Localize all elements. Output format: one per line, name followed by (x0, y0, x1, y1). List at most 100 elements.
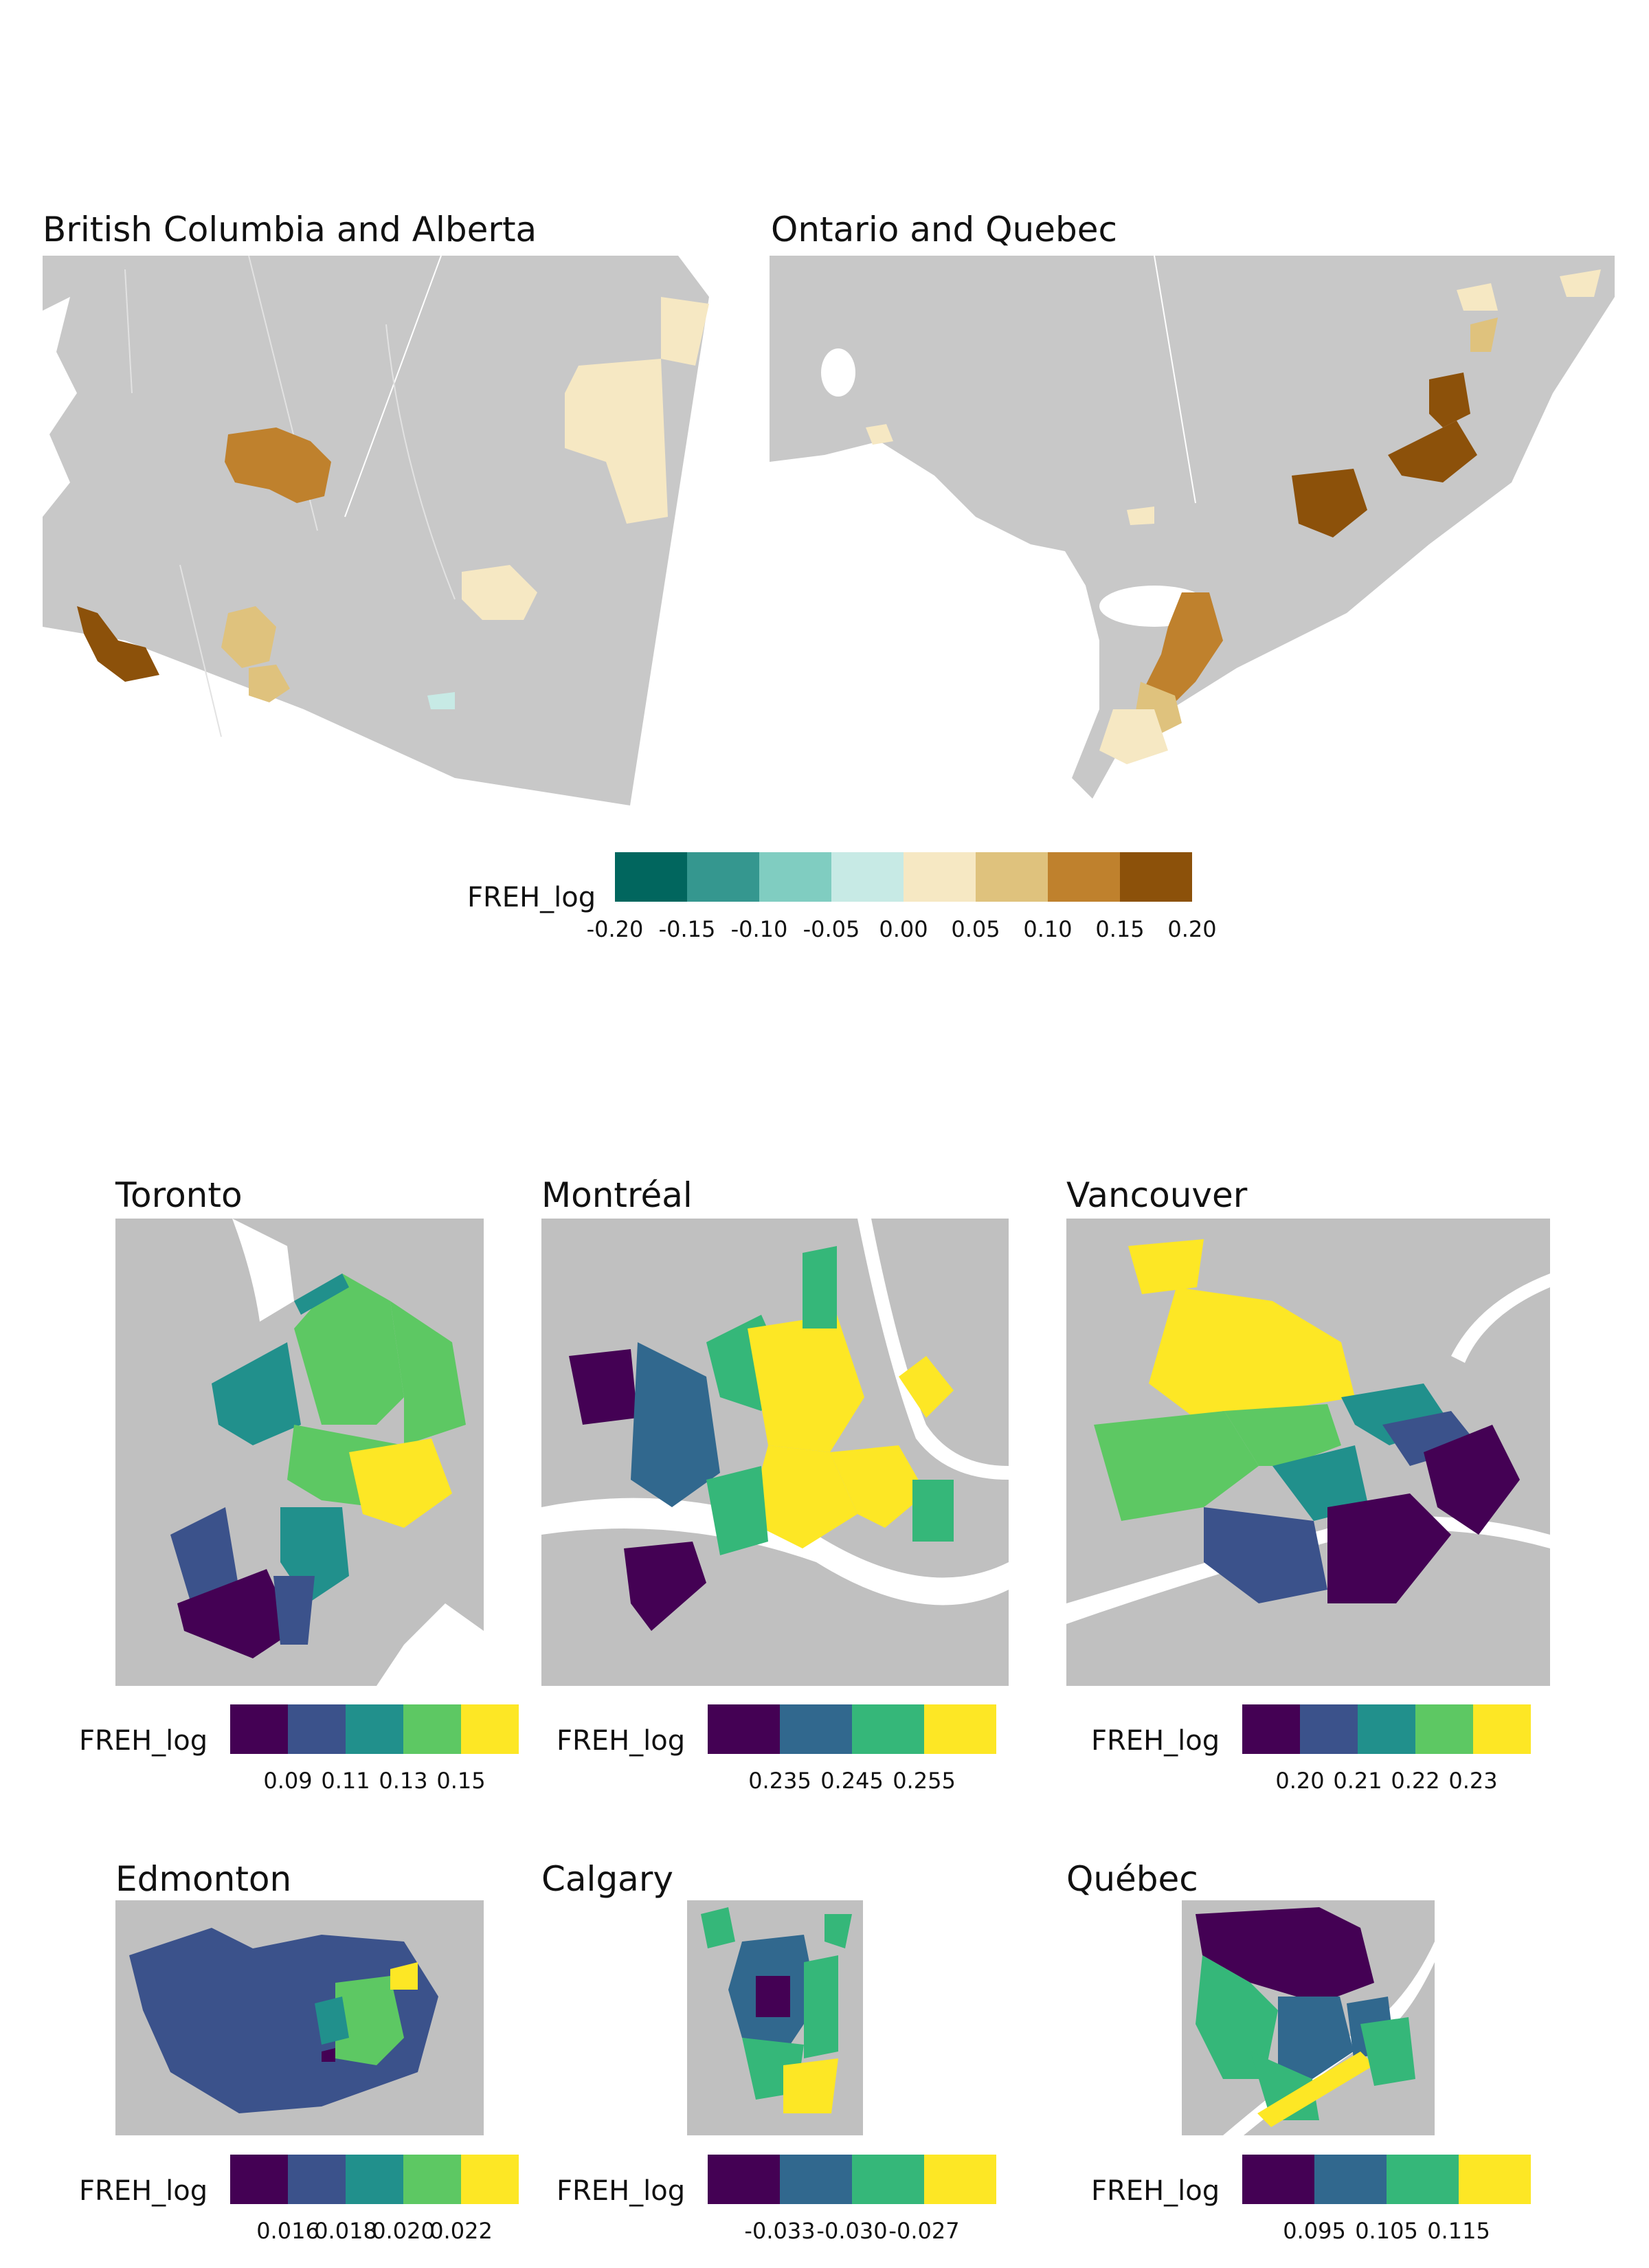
city-legend-swatch (1387, 2155, 1459, 2204)
city-legend-swatch (924, 2155, 996, 2204)
city-title-toronto: Toronto (115, 1175, 243, 1215)
city-legend-tick: 0.018 (314, 2218, 377, 2244)
city-legend-tick: 0.022 (429, 2218, 493, 2244)
city-title-montreal: Montréal (541, 1175, 693, 1215)
city-legend-tick: 0.245 (820, 1768, 884, 1794)
city-legend-tick: 0.09 (263, 1768, 313, 1794)
city-legend-swatch (403, 1704, 461, 1754)
city-map-quebec (1182, 1900, 1435, 2135)
city-legend-tick: 0.23 (1448, 1768, 1498, 1794)
city-legend-swatch (230, 2155, 288, 2204)
city-legend-swatch (1314, 2155, 1387, 2204)
region-fill (565, 359, 668, 524)
city-map-shapes (115, 1900, 484, 2135)
region-legend-swatch (1048, 852, 1120, 902)
city-title-edmonton: Edmonton (115, 1859, 292, 1899)
city-legend-tick: 0.016 (256, 2218, 319, 2244)
region-fill (866, 424, 893, 445)
city-legend-title: FREH_log (557, 2175, 686, 2207)
region-legend-tick: 0.00 (879, 916, 928, 942)
city-legend-tick: -0.033 (744, 2218, 816, 2244)
city-legend-swatch (1358, 1704, 1415, 1754)
city-legend-swatch (230, 1704, 288, 1754)
region-legend-tick: -0.10 (730, 916, 788, 942)
city-legend-title: FREH_log (1091, 1725, 1220, 1757)
city-map-calgary (687, 1900, 863, 2135)
city-legend-colorbar (1242, 2155, 1531, 2204)
city-legend-tick: 0.235 (748, 1768, 811, 1794)
city-legend-swatch (1415, 1704, 1473, 1754)
region-legend-colorbar (615, 852, 1192, 902)
ontario-quebec-landmass (770, 256, 1615, 799)
city-legend-swatch (780, 1704, 852, 1754)
city-legend-tick: 0.115 (1427, 2218, 1490, 2244)
region-legend-swatch (759, 852, 831, 902)
region-fill (462, 565, 537, 620)
region-legend-swatch (615, 852, 687, 902)
city-legend-tick: 0.22 (1391, 1768, 1440, 1794)
city-title-quebec: Québec (1066, 1859, 1198, 1899)
city-map-vancouver (1066, 1219, 1550, 1686)
region-legend-title: FREH_log (467, 882, 596, 913)
city-legend-swatch (1300, 1704, 1358, 1754)
city-map-shapes (541, 1219, 1009, 1686)
city-map-shapes (1066, 1219, 1550, 1686)
city-legend-tick: 0.095 (1283, 2218, 1346, 2244)
city-legend-colorbar (1242, 1704, 1531, 1754)
city-legend-title: FREH_log (79, 2175, 208, 2207)
region-fill (1560, 269, 1601, 297)
map-ontario-quebec (770, 256, 1615, 805)
city-map-shapes (1182, 1900, 1435, 2135)
city-legend-swatch (288, 1704, 346, 1754)
region-fill (1099, 709, 1168, 764)
region-fill (1127, 507, 1154, 525)
city-legend-swatch (1473, 1704, 1531, 1754)
city-legend-colorbar (708, 1704, 996, 1754)
region-legend-tick: 0.15 (1095, 916, 1145, 942)
region-legend-swatch (687, 852, 759, 902)
city-legend-tick: 0.020 (372, 2218, 435, 2244)
city-legend-swatch (461, 2155, 519, 2204)
region-legend-tick: 0.20 (1167, 916, 1217, 942)
region-legend-tick: -0.15 (658, 916, 716, 942)
city-legend-colorbar (708, 2155, 996, 2204)
city-legend-swatch (708, 1704, 780, 1754)
city-legend-tick: 0.11 (321, 1768, 370, 1794)
city-legend-colorbar (230, 1704, 519, 1754)
ontario-quebec-map-shapes (770, 256, 1615, 799)
city-legend-tick: 0.13 (379, 1768, 428, 1794)
city-legend-swatch (288, 2155, 346, 2204)
city-legend-colorbar (230, 2155, 519, 2204)
city-legend-swatch (461, 1704, 519, 1754)
region-fill (661, 297, 709, 366)
bc-alberta-landmass (43, 256, 709, 805)
city-legend-tick: 0.15 (436, 1768, 486, 1794)
bc-alberta-map-shapes (43, 256, 709, 805)
city-legend-tick: 0.20 (1275, 1768, 1325, 1794)
city-legend-swatch (403, 2155, 461, 2204)
region-fill (1457, 283, 1498, 311)
city-map-edmonton (115, 1900, 484, 2135)
region-fill (221, 606, 276, 668)
region-legend-tick: -0.20 (586, 916, 644, 942)
city-title-calgary: Calgary (541, 1859, 673, 1899)
city-legend-swatch (1459, 2155, 1531, 2204)
region-legend-swatch (904, 852, 976, 902)
city-legend-swatch (780, 2155, 852, 2204)
city-legend-swatch (852, 2155, 924, 2204)
region-legend-tick: 0.05 (951, 916, 1000, 942)
region-legend-swatch (976, 852, 1048, 902)
city-legend-swatch (1242, 1704, 1300, 1754)
city-title-vancouver: Vancouver (1066, 1175, 1248, 1215)
city-legend-title: FREH_log (1091, 2175, 1220, 2207)
city-legend-tick: 0.105 (1355, 2218, 1418, 2244)
region-fill (1141, 592, 1223, 709)
city-legend-swatch (346, 1704, 403, 1754)
region-fill (1429, 373, 1470, 427)
city-legend-tick: 0.21 (1333, 1768, 1382, 1794)
region-fill (1388, 421, 1477, 482)
map-title-bc-alberta: British Columbia and Alberta (43, 210, 537, 249)
region-fill (249, 665, 290, 702)
city-legend-swatch (852, 1704, 924, 1754)
region-fill (1292, 469, 1367, 537)
